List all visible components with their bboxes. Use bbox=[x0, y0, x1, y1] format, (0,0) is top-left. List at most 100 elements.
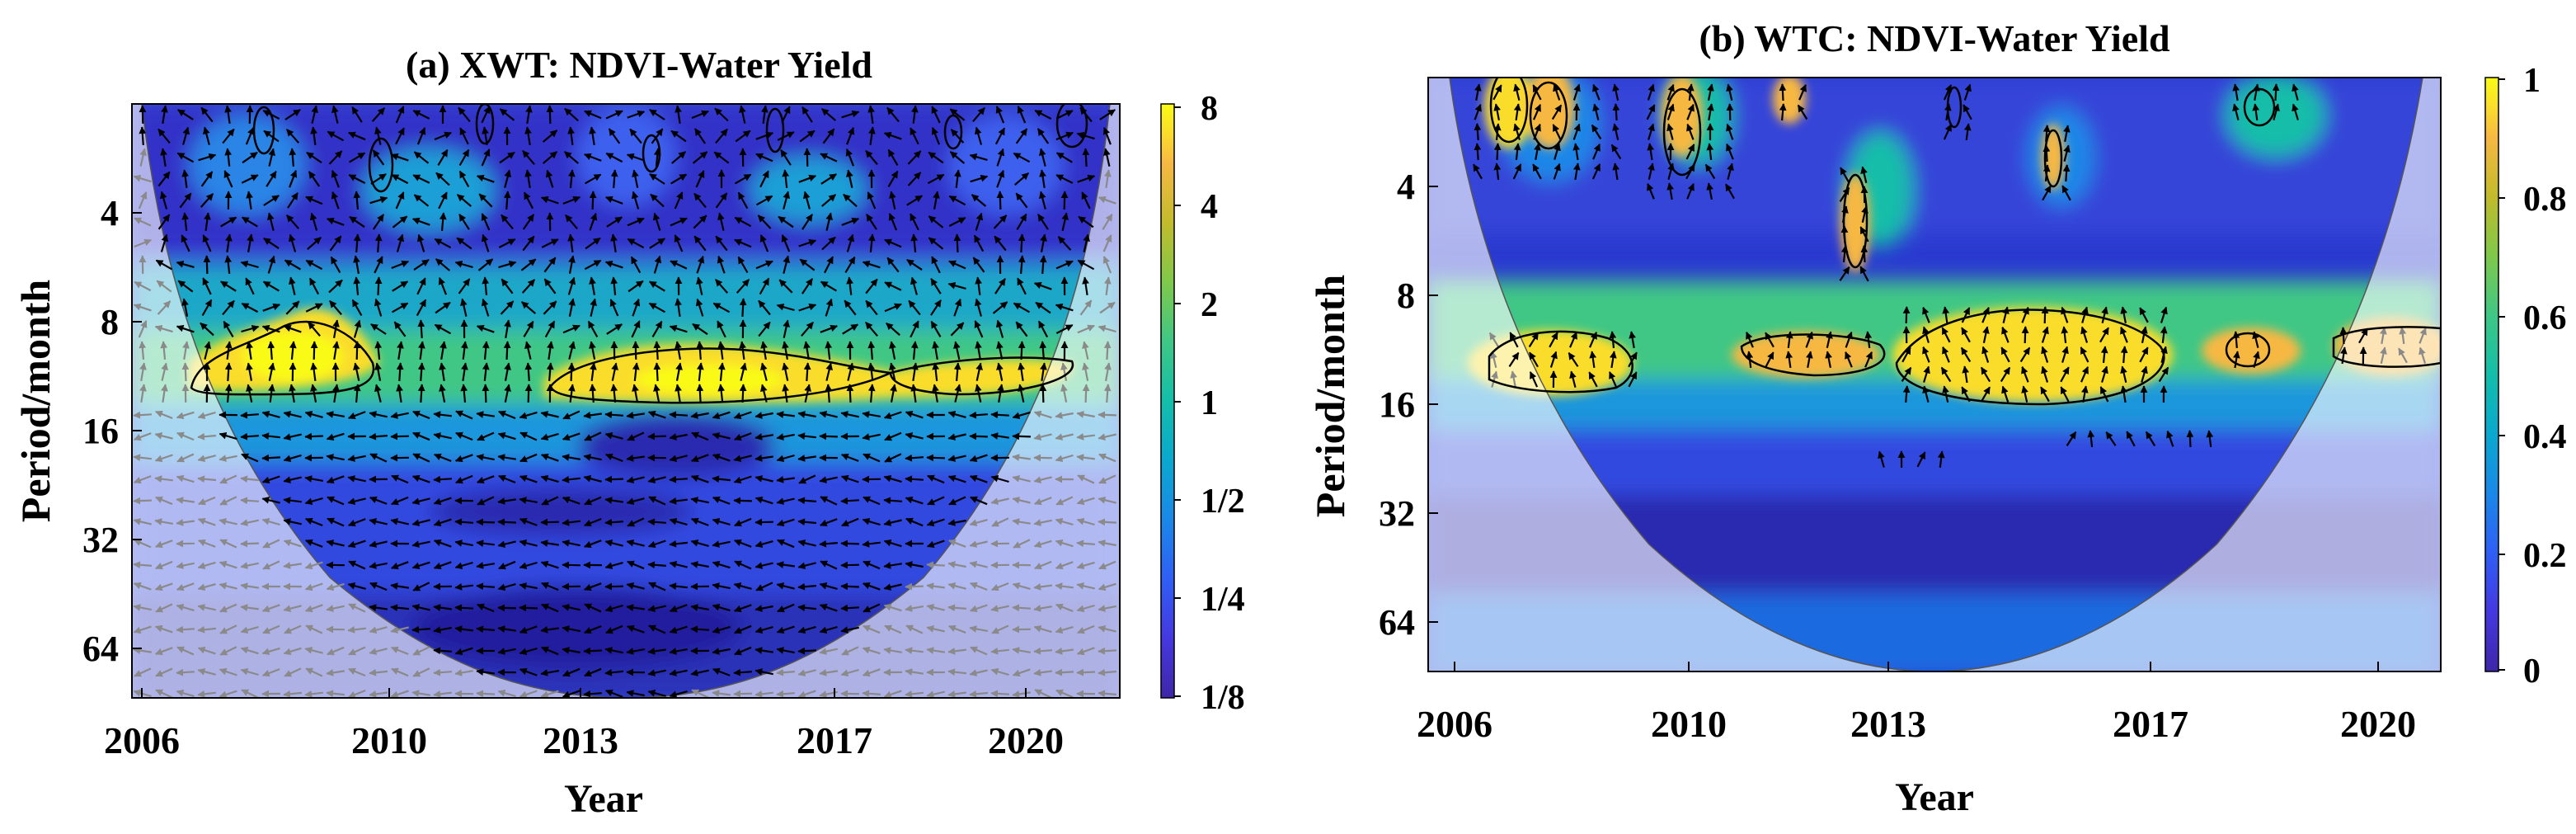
phase-arrow bbox=[841, 110, 860, 119]
phase-arrow bbox=[304, 539, 323, 548]
phase-arrow bbox=[133, 174, 152, 183]
phase-arrow bbox=[953, 341, 961, 360]
phase-arrow bbox=[754, 540, 773, 549]
wtc-panel: (b) WTC: NDVI-Water Yield bbox=[1307, 17, 2567, 819]
phase-arrow bbox=[307, 236, 322, 251]
phase-arrow bbox=[669, 324, 688, 333]
phase-arrow bbox=[1076, 517, 1095, 526]
phase-arrow bbox=[819, 432, 838, 441]
phase-arrow bbox=[2186, 430, 2194, 448]
phase-arrow bbox=[820, 108, 837, 121]
colorbar-tick-label: 0.4 bbox=[2523, 418, 2567, 456]
phase-arrow bbox=[411, 497, 430, 506]
phase-arrow bbox=[627, 517, 645, 527]
phase-arrow bbox=[1040, 362, 1047, 381]
phase-arrow bbox=[1055, 110, 1074, 120]
phase-arrow bbox=[1098, 411, 1116, 419]
colorbar-tick-label: 1/2 bbox=[1201, 483, 1245, 521]
phase-arrow bbox=[604, 518, 623, 526]
phase-arrow bbox=[1055, 174, 1074, 184]
phase-arrow bbox=[846, 126, 855, 145]
phase-arrow bbox=[261, 517, 280, 526]
phase-arrow bbox=[412, 453, 430, 463]
phase-arrow bbox=[820, 496, 838, 506]
phase-arrow bbox=[589, 341, 596, 360]
phase-arrow bbox=[540, 453, 559, 462]
phase-arrow bbox=[712, 411, 731, 420]
phase-arrow bbox=[540, 196, 559, 205]
phase-arrow bbox=[283, 411, 302, 418]
phase-arrow bbox=[176, 152, 195, 163]
y-tick-label: 64 bbox=[1379, 602, 1415, 643]
phase-arrow bbox=[283, 324, 302, 333]
phase-arrow bbox=[1012, 454, 1031, 461]
phase-arrow bbox=[841, 217, 860, 226]
phase-arrow bbox=[733, 475, 752, 484]
phase-arrow bbox=[717, 255, 726, 274]
phase-arrow bbox=[803, 148, 811, 167]
phase-arrow bbox=[996, 341, 1004, 360]
phase-arrow bbox=[476, 475, 495, 484]
colorbar-tick-label: 8 bbox=[1201, 90, 1218, 128]
phase-arrow bbox=[435, 258, 451, 271]
phase-arrow bbox=[824, 256, 834, 274]
phase-arrow bbox=[927, 173, 945, 185]
phase-arrow bbox=[1013, 172, 1030, 186]
phase-arrow bbox=[629, 128, 642, 144]
phase-arrow bbox=[801, 106, 813, 123]
phase-arrow bbox=[176, 260, 195, 268]
colorbar-tick-label: 1 bbox=[1201, 384, 1218, 422]
phase-arrow bbox=[996, 362, 1004, 381]
phase-arrow bbox=[134, 238, 153, 248]
phase-arrow bbox=[690, 497, 709, 504]
phase-arrow bbox=[369, 196, 388, 205]
phase-arrow bbox=[329, 299, 342, 316]
phase-arrow bbox=[715, 128, 728, 144]
phase-arrow bbox=[562, 432, 581, 441]
phase-arrow bbox=[996, 169, 1005, 188]
phase-arrow bbox=[349, 152, 366, 163]
phase-arrow bbox=[589, 212, 598, 231]
phase-arrow bbox=[540, 411, 559, 418]
phase-arrow bbox=[947, 410, 966, 418]
phase-arrow bbox=[776, 454, 795, 463]
phase-arrow bbox=[759, 170, 769, 188]
phase-arrow bbox=[803, 341, 811, 360]
phase-arrow bbox=[1055, 433, 1074, 441]
phase-arrow bbox=[1103, 384, 1112, 403]
phase-arrow bbox=[970, 174, 989, 183]
phase-arrow bbox=[1077, 174, 1096, 183]
phase-arrows bbox=[133, 105, 1117, 698]
phase-arrow bbox=[240, 432, 259, 441]
phase-arrow bbox=[931, 126, 941, 145]
phase-arrow bbox=[247, 233, 254, 252]
phase-arrow bbox=[138, 191, 148, 210]
phase-arrow bbox=[690, 454, 709, 463]
phase-arrow bbox=[201, 299, 213, 317]
phase-arrow bbox=[139, 362, 147, 381]
phase-arrow bbox=[438, 191, 448, 210]
phase-arrow bbox=[329, 235, 342, 252]
phase-arrow bbox=[284, 109, 301, 120]
phase-arrow bbox=[696, 384, 704, 403]
phase-arrow bbox=[395, 191, 405, 210]
phase-arrow bbox=[476, 174, 495, 183]
phase-arrow bbox=[584, 431, 602, 441]
phase-arrow bbox=[975, 362, 983, 381]
phase-arrow bbox=[134, 539, 152, 549]
phase-arrow bbox=[181, 234, 190, 252]
phase-arrow bbox=[501, 278, 514, 294]
phase-arrow bbox=[524, 169, 532, 188]
phase-arrow bbox=[608, 128, 621, 144]
phase-arrow bbox=[975, 212, 984, 231]
phase-arrow bbox=[735, 130, 751, 143]
phase-arrow bbox=[994, 127, 1006, 145]
phase-arrow bbox=[224, 255, 233, 275]
phase-arrow bbox=[1104, 362, 1112, 381]
phase-arrow bbox=[590, 362, 597, 381]
phase-arrow bbox=[369, 432, 388, 441]
phase-arrow bbox=[416, 299, 427, 317]
phase-arrow bbox=[1018, 233, 1026, 252]
phase-arrow bbox=[397, 341, 404, 360]
x-tick-label: 2010 bbox=[351, 719, 427, 761]
